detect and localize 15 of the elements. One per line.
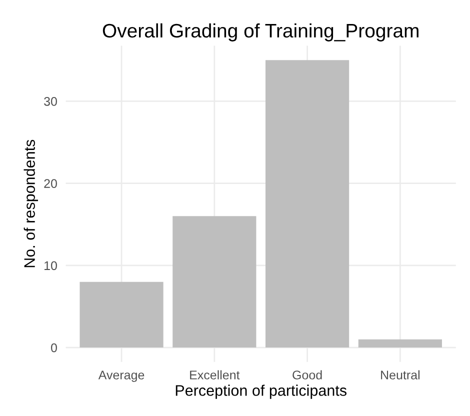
x-tick-label: Good [292,370,322,380]
x-tick-label: Average [98,370,144,382]
bar [358,339,442,348]
bar [172,216,256,348]
bar [80,282,164,348]
y-tick-label: 30 [44,96,57,106]
bar [265,60,350,348]
y-tick-label: 0 [51,343,57,352]
y-tick-label: 10 [44,261,57,270]
y-tick-label: 20 [44,179,57,188]
x-axis-title: Perception of participants [176,384,347,399]
y-axis-title: No. of respondents [24,140,38,268]
x-tick-label: Excellent [190,370,240,380]
x-tick-label: Neutral [381,370,420,380]
chart-title: Overall Grading of Training_Program [102,23,418,42]
